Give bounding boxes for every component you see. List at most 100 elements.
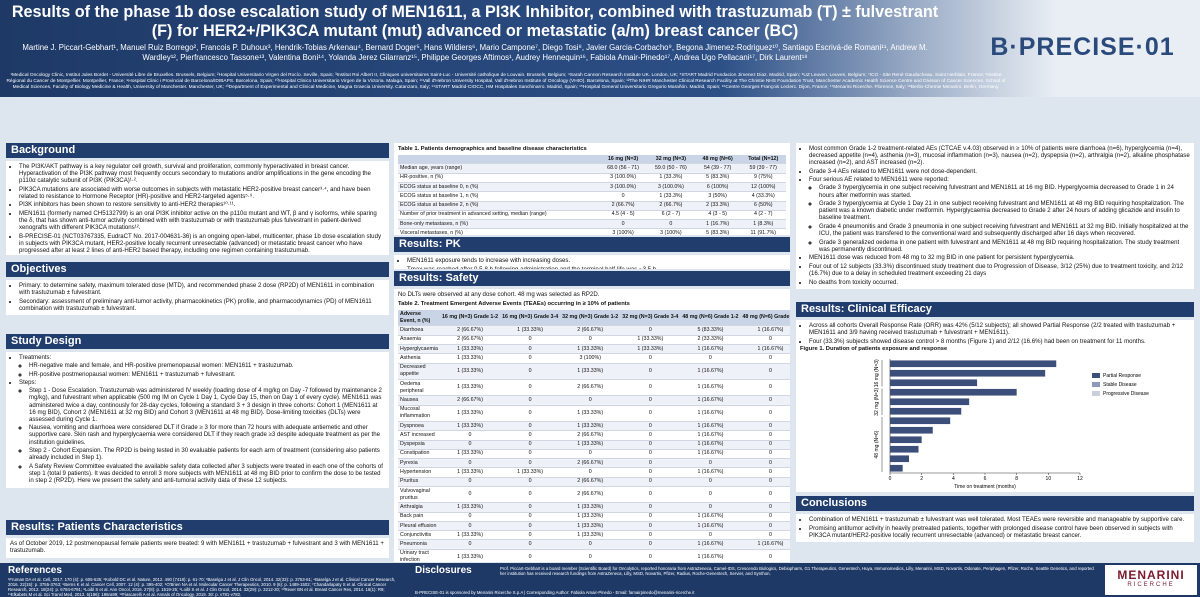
sub-list: HR-negative male and female, and HR-posi…: [19, 362, 385, 378]
references-heading: References: [8, 565, 62, 576]
section: Most common Grade 1-2 treatment-related …: [796, 143, 1194, 300]
header-cell: 48 mg (N=6) Grade 1-2: [680, 310, 741, 327]
cell: 1 (33.33%): [439, 467, 501, 478]
cell: 0: [740, 502, 790, 513]
cell: 0: [620, 379, 681, 397]
cell: 1 (33.33%): [560, 521, 621, 532]
cell: Dyspepsia: [398, 440, 440, 450]
cell: Hypertension: [398, 467, 440, 478]
table: 16 mg (N=3) 32 mg (N=3) 48 mg (N=6) Total (…: [398, 155, 786, 235]
cell: 11 (91.7%): [740, 228, 786, 235]
bullet-list: The PI3K/AKT pathway is a key regulator …: [10, 163, 385, 254]
section: Study Design Treatments:HR-negative male …: [6, 334, 389, 516]
cell: 0: [500, 458, 561, 469]
cell: 0: [439, 512, 501, 522]
cell: 1 (33.33%): [439, 502, 501, 513]
cell: Back pain: [398, 512, 440, 522]
cell: 0: [740, 458, 790, 469]
cell: 1 (33.33%): [560, 530, 621, 541]
cell: 0: [740, 512, 790, 522]
bullet: Tmax was reached after 0.5-8 h following…: [407, 266, 786, 269]
cell: 2 (33.33%): [680, 335, 741, 346]
bullet-text: Four serious AE related to MEN1611 were …: [809, 176, 949, 184]
header-cell: 16 mg (N=3) Grade 3-4: [500, 310, 561, 327]
cell: 1 (8.3%): [740, 219, 786, 230]
cell: 1 (33.33%): [439, 379, 501, 397]
bullet: MEN1611 (formerly named CH5132799) is an…: [19, 210, 385, 231]
paragraph: No DLTs were observed at any dose cohort…: [398, 291, 600, 298]
cell: 68.0 (56 - 71): [599, 163, 647, 174]
bar: [890, 360, 1057, 368]
cell: 5 (83.33%): [680, 325, 741, 336]
cell: 9 (75%): [740, 173, 786, 183]
cell: 0: [740, 440, 790, 450]
cell: 0: [500, 344, 561, 355]
cell: HR-positive, n (%): [398, 173, 600, 183]
bar: [890, 465, 903, 472]
cell: 0: [560, 549, 621, 562]
sub-bullet: Step 2 - Cohort Expansion. The RP2D is b…: [29, 447, 385, 461]
cell: Anaemia: [398, 335, 440, 346]
cell: 1 (33.33%): [560, 502, 621, 513]
cell: 0: [439, 458, 501, 469]
cell: 0: [500, 421, 561, 432]
legend-label: Partial Response: [1103, 373, 1141, 379]
sub-bullet: Grade 4 pneumonitis and Grade 3 pneumoni…: [819, 223, 1190, 237]
table-block: Table 1. Patients demographics and basel…: [394, 143, 790, 235]
bullet: Promising antitumor activity in heavily …: [809, 525, 1190, 539]
cell: 0: [500, 363, 561, 380]
bar: [890, 408, 962, 415]
legend-swatch: [1092, 391, 1100, 397]
x-tick-label: 10: [1046, 476, 1052, 482]
x-axis-label: Time on treatment (months): [954, 484, 1016, 490]
cell: 4 (3 - 5): [694, 210, 741, 221]
cell: 4 (2 - 7): [740, 210, 786, 221]
bullet-text: Treatments:: [19, 354, 52, 361]
cell: 2 (66.67%): [560, 325, 621, 336]
cell: 3 (100%): [599, 228, 647, 235]
cell: 0: [740, 353, 790, 364]
section-body: Primary: to determine safety, maximum to…: [6, 280, 389, 316]
cell: 0: [620, 502, 681, 513]
cell: 3 (100%): [560, 353, 621, 364]
paragraph: As of October 2019, 12 postmenopausal fe…: [10, 540, 384, 555]
bar: [890, 389, 1017, 396]
company-logo: MENARINI RICERCHE: [1105, 565, 1197, 595]
cell: 1 (16.67%): [680, 549, 741, 562]
cell: 1 (33.33%): [500, 325, 561, 336]
header-cell: [398, 155, 600, 165]
x-tick-label: 0: [889, 476, 892, 482]
header-cell: 16 mg (N=3) Grade 1-2: [439, 310, 501, 327]
bullet: Across all cohorts Overall Response Rate…: [809, 322, 1190, 336]
row: Mucosal inflammation 1 (33.33%) 0 1 (33.33%…: [398, 405, 790, 423]
cell: 1 (16.7%): [694, 219, 741, 230]
cell: 59 (39 - 77): [740, 163, 786, 174]
cell: 1 (16.67%): [740, 344, 790, 355]
cell: 0: [500, 449, 561, 460]
section-body: The PI3K/AKT pathway is a key regulator …: [6, 161, 389, 255]
disclosures-heading: Disclosures: [415, 565, 472, 576]
row: Median age, years (range) 68.0 (56 - 71) 5…: [398, 163, 786, 174]
table-box: Table 2. Treatment Emergent Adverse Even…: [394, 298, 790, 562]
cell: 1 (33.33%): [439, 549, 501, 562]
cell: 0: [500, 379, 561, 397]
cell: ECOG status at baseline 1, n (%): [398, 191, 600, 202]
cell: 0: [680, 458, 741, 469]
row: Urinary tract infection 1 (33.33%) 0 0 0 1 (1…: [398, 549, 790, 562]
table: Adverse Event, n (%) 16 mg (N=3) Grade 1-…: [398, 310, 790, 562]
cell: 0: [620, 430, 681, 441]
cell: 0: [500, 502, 561, 513]
cell: Asthenia: [398, 353, 440, 364]
cell: 0: [680, 502, 741, 513]
cell: 0: [500, 539, 561, 550]
cell: 0: [599, 219, 647, 230]
cell: 1 (16.67%): [740, 539, 790, 550]
cell: 0: [680, 353, 741, 364]
sub-list: Step 1 - Dose Escalation. Trastuzumab wa…: [19, 387, 385, 484]
cell: 1 (16.67%): [680, 449, 741, 460]
row: Bone-only metastases, n (%) 0 0 1 (16.7%) 1 …: [398, 219, 786, 230]
bullet: Steps:Step 1 - Dose Escalation. Trastuzu…: [19, 379, 385, 484]
